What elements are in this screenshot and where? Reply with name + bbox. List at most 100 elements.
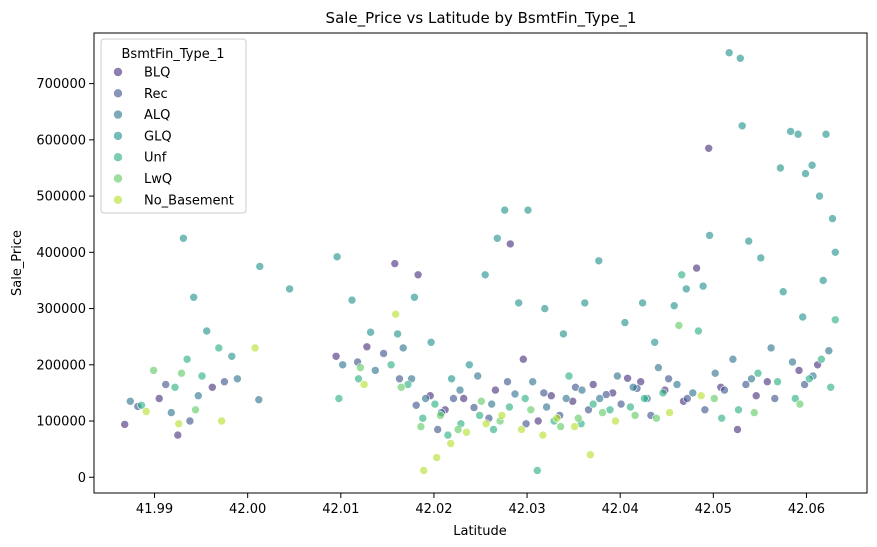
point-alq-19 (595, 394, 605, 403)
y-tick-label-6: 600000 (36, 133, 86, 148)
point-unf-10 (430, 399, 440, 409)
points-layer (120, 48, 840, 475)
point-rec-12 (503, 377, 512, 387)
point-rec-14 (539, 388, 549, 398)
point-alq-24 (672, 380, 682, 389)
point-no-basement-17 (611, 416, 620, 426)
point-lwq-5 (416, 422, 426, 431)
point-lwq-15 (652, 413, 661, 423)
point-alq-18 (577, 385, 587, 395)
point-no-basement-19 (696, 391, 706, 401)
point-unf-13 (475, 411, 484, 420)
point-no-basement-3 (250, 343, 260, 353)
point-lwq-16 (674, 321, 684, 330)
point-blq-0 (120, 420, 129, 429)
point-lwq-18 (749, 408, 759, 417)
y-tick-label-1: 100000 (36, 415, 86, 430)
point-glq-1 (189, 292, 198, 302)
point-lwq-19 (795, 399, 805, 409)
point-alq-14 (510, 389, 520, 399)
point-lwq-11 (556, 422, 565, 431)
point-glq-25 (650, 337, 660, 347)
point-alq-16 (542, 402, 551, 412)
point-alq-17 (561, 394, 571, 403)
point-alq-28 (747, 374, 756, 384)
point-unf-16 (520, 394, 530, 403)
point-unf-23 (626, 402, 635, 412)
point-lwq-10 (526, 405, 536, 415)
point-glq-4 (255, 262, 265, 271)
point-alq-2 (194, 391, 203, 401)
point-no-basement-13 (538, 430, 548, 440)
point-unf-32 (790, 394, 800, 403)
point-rec-2 (185, 416, 195, 426)
legend-items: BLQ Rec ALQ GLQ Unf LwQ No_Basement (113, 66, 234, 208)
point-alq-6 (370, 366, 380, 375)
point-alq-12 (473, 371, 483, 381)
x-tick-label-2: 42.01 (322, 502, 359, 517)
point-glq-44 (778, 287, 788, 297)
point-glq-20 (559, 329, 568, 339)
point-rec-1 (161, 380, 170, 389)
legend: BsmtFin_Type_1 BLQ Rec ALQ GLQ Unf LwQ No_Base… (100, 38, 247, 214)
point-lwq-17 (709, 394, 719, 403)
point-glq-18 (523, 205, 533, 215)
y-axis: 0 100000 200000 300000 400000 500000 600000 700… (36, 77, 94, 486)
y-tick-label-4: 400000 (36, 246, 86, 261)
point-glq-2 (202, 326, 211, 336)
y-tick-label-0: 0 (78, 471, 86, 486)
point-blq-13 (518, 354, 528, 364)
point-glq-34 (756, 253, 766, 263)
point-unf-1 (170, 382, 180, 392)
point-unf-22 (605, 405, 615, 415)
x-tick-label-3: 42.02 (415, 502, 452, 517)
point-lwq-3 (356, 363, 365, 372)
legend-label-lwq: LwQ (144, 172, 172, 187)
point-glq-40 (815, 191, 824, 201)
point-glq-16 (500, 205, 510, 215)
x-tick-label-5: 42.04 (602, 502, 639, 517)
point-lwq-4 (396, 382, 406, 392)
point-glq-7 (347, 295, 357, 305)
point-glq-0 (179, 234, 188, 243)
point-rec-23 (682, 394, 692, 403)
chart-title: Sale_Price vs Latitude by BsmtFin_Type_1 (326, 9, 637, 28)
y-tick-label-2: 200000 (36, 358, 86, 373)
point-blq-2 (173, 430, 183, 440)
point-blq-19 (623, 373, 632, 383)
point-alq-3 (233, 374, 242, 384)
y-axis-label: Sale_Price (10, 230, 25, 296)
x-tick-label-0: 41.99 (136, 502, 173, 517)
x-tick-label-1: 42.00 (229, 502, 266, 517)
x-tick-label-4: 42.03 (508, 502, 545, 517)
point-rec-28 (800, 380, 809, 389)
point-unf-11 (443, 430, 453, 440)
legend-box (100, 38, 247, 214)
legend-label-blq: BLQ (144, 66, 170, 81)
legend-label-rec: Rec (144, 87, 168, 102)
point-glq-32 (737, 121, 747, 131)
point-blq-26 (733, 425, 742, 434)
point-glq-39 (807, 160, 817, 170)
point-unf-24 (640, 394, 649, 403)
point-blq-12 (505, 239, 515, 249)
point-no-basement-4 (359, 380, 369, 389)
point-unf-2 (182, 354, 192, 364)
point-lwq-7 (453, 425, 463, 434)
point-alq-25 (688, 388, 698, 398)
point-rec-3 (220, 377, 229, 387)
point-no-basement-10 (481, 419, 491, 429)
point-glq-45 (798, 312, 808, 322)
point-blq-20 (636, 377, 646, 387)
point-glq-38 (801, 169, 810, 178)
point-rec-17 (584, 405, 593, 415)
point-glq-11 (426, 337, 436, 347)
point-lwq-6 (436, 411, 445, 420)
point-unf-30 (753, 368, 763, 378)
point-alq-30 (788, 357, 797, 367)
point-glq-29 (705, 231, 714, 240)
point-unf-31 (773, 377, 782, 387)
point-unf-36 (830, 315, 840, 325)
point-alq-11 (455, 385, 465, 395)
plot-frame (93, 32, 868, 494)
